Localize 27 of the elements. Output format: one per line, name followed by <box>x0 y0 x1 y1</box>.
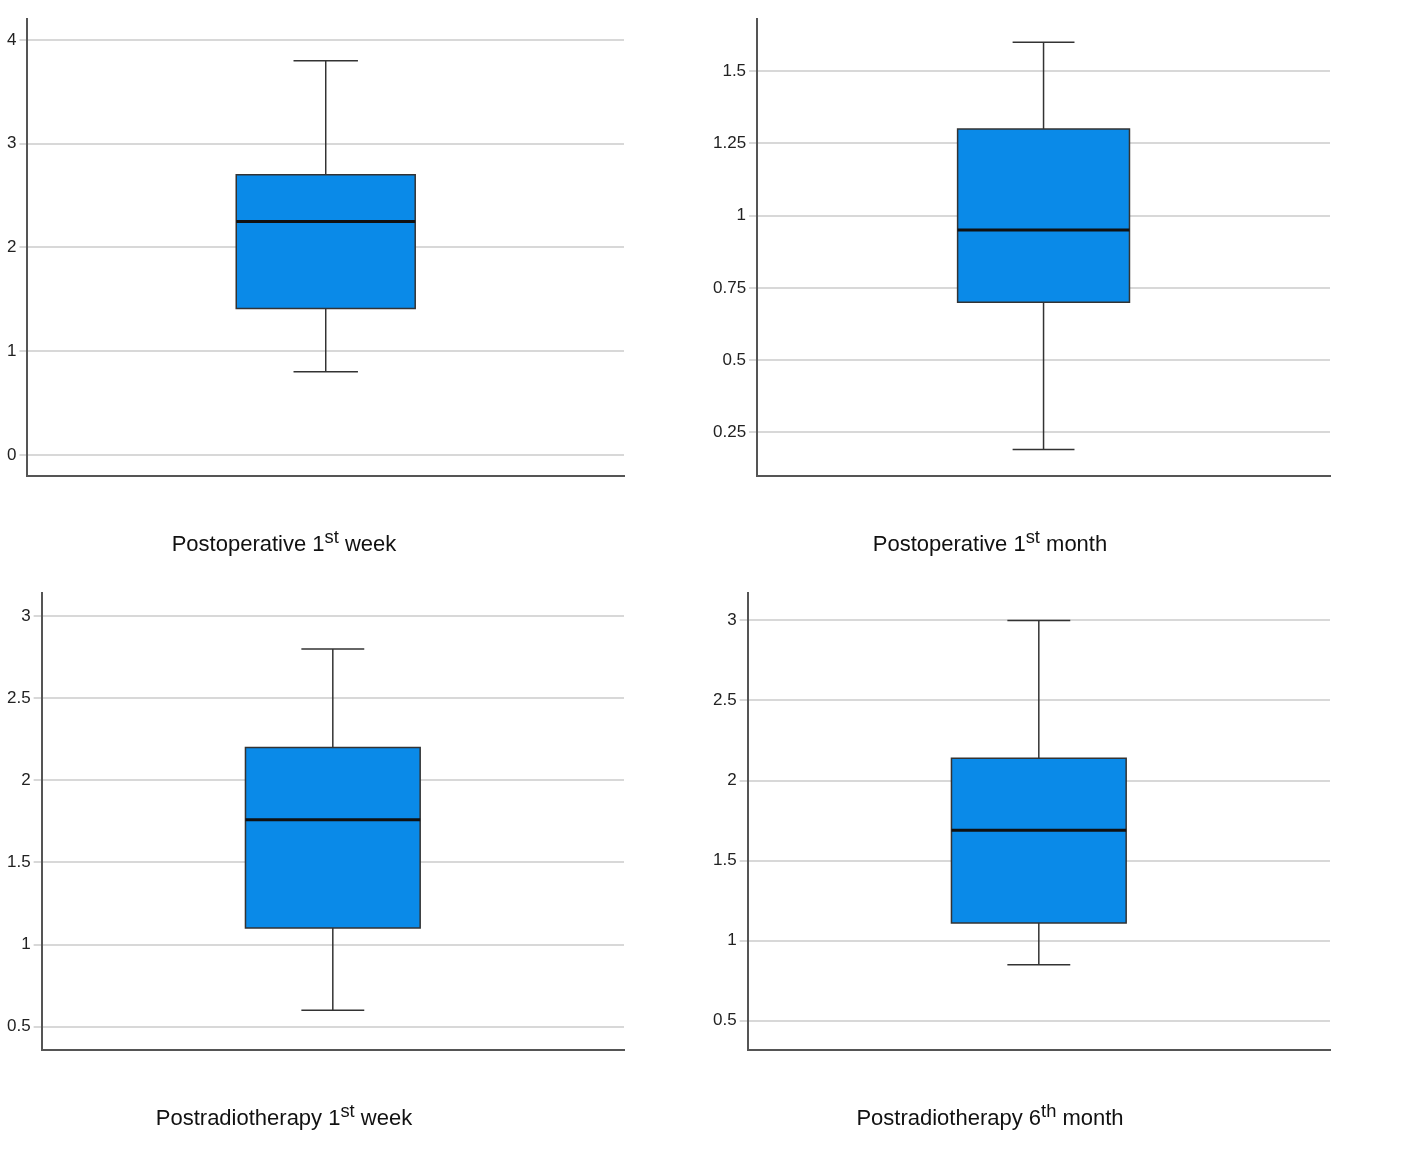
y-tick-label: 4 <box>6 29 17 49</box>
x-axis-title: Postoperative 1$^{st}$ month <box>871 526 1109 558</box>
y-tick-label: 1.5 <box>6 852 31 872</box>
y-tick-label: 0.25 <box>712 421 747 441</box>
x-axis-title: Postoperative 1$^{st}$ week <box>170 526 398 558</box>
y-tick-label: 2.5 <box>6 687 31 707</box>
y-tick-label: 1.25 <box>712 133 747 153</box>
y-tick-label: 0.5 <box>712 1010 737 1030</box>
y-tick-label: 2 <box>21 770 31 790</box>
y-tick-label: 3 <box>727 610 737 630</box>
x-axis-title: Postradiotherapy 6$^{th}$ month <box>855 1100 1125 1132</box>
y-tick-label: 1 <box>727 930 737 950</box>
y-tick-label: 0.5 <box>6 1016 31 1036</box>
y-tick-label: 3 <box>6 133 17 153</box>
y-tick-label: 0 <box>6 444 17 464</box>
y-tick-label: 1 <box>21 934 31 954</box>
y-tick-label: 2 <box>727 770 737 790</box>
y-tick-label: 0.75 <box>712 277 747 297</box>
y-tick-label: 1 <box>6 340 17 360</box>
y-tick-label: 3 <box>21 605 31 625</box>
y-tick-label: 2 <box>6 237 17 257</box>
y-tick-label: 1.5 <box>722 60 747 80</box>
y-tick-label: 0.5 <box>722 349 747 369</box>
y-tick-label: 1.5 <box>712 850 737 870</box>
x-axis-title: Postradiotherapy 1$^{st}$ week <box>154 1100 414 1132</box>
y-tick-label: 1 <box>736 205 747 225</box>
y-tick-label: 2.5 <box>712 690 737 710</box>
